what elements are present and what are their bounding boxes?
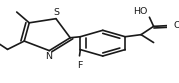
Text: O: O (173, 21, 179, 30)
Text: S: S (54, 8, 59, 17)
Text: HO: HO (133, 7, 147, 16)
Text: N: N (45, 52, 52, 61)
Text: F: F (77, 61, 82, 70)
